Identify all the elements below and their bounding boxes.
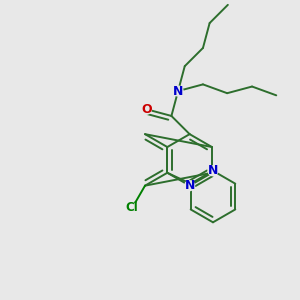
Text: O: O: [141, 103, 152, 116]
Circle shape: [208, 166, 218, 176]
Text: N: N: [173, 85, 183, 98]
Circle shape: [173, 86, 183, 96]
Text: N: N: [184, 179, 195, 192]
Text: N: N: [208, 164, 218, 177]
Circle shape: [128, 203, 137, 213]
Circle shape: [185, 181, 194, 190]
Circle shape: [142, 104, 152, 114]
Text: Cl: Cl: [126, 202, 139, 214]
